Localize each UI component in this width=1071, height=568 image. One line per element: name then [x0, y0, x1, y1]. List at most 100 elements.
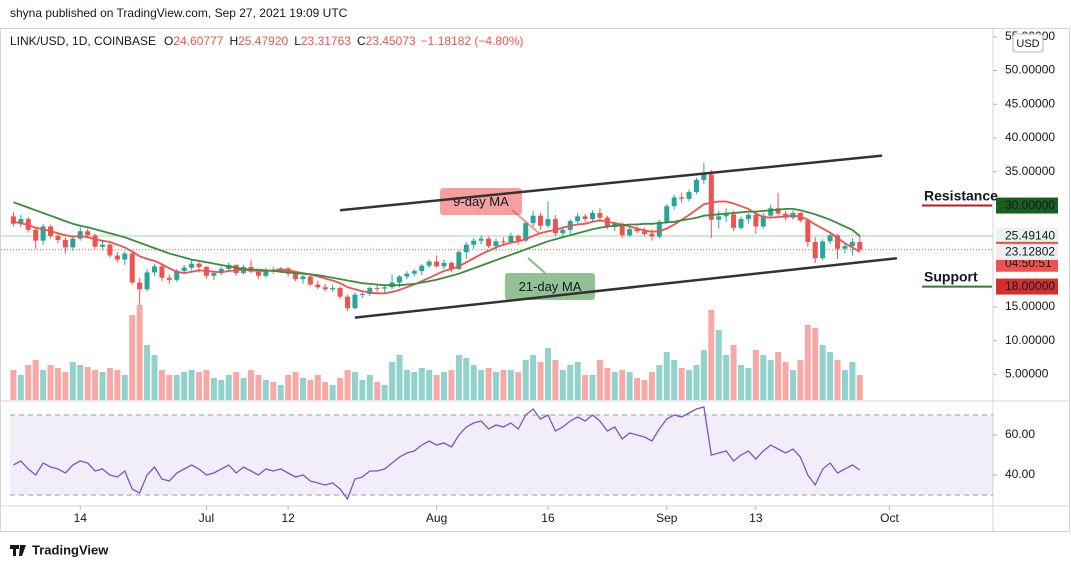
volume-bar [515, 372, 522, 400]
ma-line [13, 200, 861, 295]
candle-body [738, 219, 744, 228]
volume-bar [752, 350, 759, 400]
volume-bar [827, 352, 834, 400]
candle-body [159, 266, 165, 278]
y-tick-label: 5.00000 [1005, 367, 1049, 381]
rsi-tick-label: 60.00 [1005, 427, 1035, 441]
candle-body [812, 242, 818, 259]
volume-bar [574, 362, 581, 400]
x-tick-label: 16 [541, 511, 555, 525]
candle-body [686, 192, 692, 199]
volume-bar [359, 380, 366, 400]
volume-bar [381, 385, 388, 400]
volume-bar [77, 365, 84, 400]
ohlc-label: H [229, 34, 238, 48]
volume-bar [62, 372, 69, 400]
volume-bar [136, 305, 143, 400]
candle-body [731, 214, 737, 228]
frame [0, 28, 1070, 532]
volume-bar [307, 380, 314, 400]
volume-bar [285, 375, 292, 400]
candle-body [166, 277, 172, 280]
volume-bar [804, 325, 811, 400]
volume-bar [144, 345, 151, 400]
volume-bar [834, 360, 841, 400]
volume-bar [389, 362, 396, 400]
volume-bar [671, 360, 678, 400]
volume-bar [396, 355, 403, 400]
x-tick-label: Jul [199, 511, 214, 525]
volume-bar [240, 378, 247, 400]
volume-bar [678, 368, 685, 400]
y-tick-label: 15.00000 [1005, 299, 1055, 313]
candle-body [137, 282, 143, 290]
volume-bar [760, 355, 767, 400]
volume-bar [277, 385, 284, 400]
candle-body [10, 216, 16, 224]
price-label: 18.00000 [1005, 279, 1055, 293]
candle-body [827, 235, 833, 242]
volume-bar [411, 372, 418, 400]
candle-body [849, 242, 855, 247]
volume-bar [262, 380, 269, 400]
candle-body [367, 287, 373, 294]
candle-body [693, 179, 699, 193]
candle-body [434, 261, 440, 267]
candle-body [40, 226, 46, 241]
footer-brand: TradingView [32, 542, 109, 557]
volume-bar [233, 372, 240, 400]
volume-bar [106, 368, 113, 400]
volume-bar [210, 378, 217, 400]
x-tick-label: Sep [656, 511, 678, 525]
volume-bar [292, 372, 299, 400]
candle-body [441, 262, 447, 267]
volume-bar [54, 368, 61, 400]
y-tick-label: 35.00000 [1005, 164, 1055, 178]
candle-body [723, 214, 729, 217]
candle-body [263, 269, 269, 276]
volume-bar [797, 360, 804, 400]
ma-callout-pointer [527, 257, 546, 274]
volume-bar [218, 380, 225, 400]
candle-body [77, 231, 83, 239]
candle-body [419, 265, 425, 272]
volume-bar [270, 382, 277, 400]
candle-body [597, 212, 603, 218]
candle-body [478, 238, 484, 241]
candle-body [174, 271, 180, 280]
volume-bar [500, 370, 507, 400]
volume-bar [648, 372, 655, 400]
volume-bar [151, 355, 158, 400]
volume-bar [530, 355, 537, 400]
candle-body [515, 235, 521, 241]
volume-bar [203, 370, 210, 400]
volume-bar [366, 375, 373, 400]
price-label: 23.12802 [1005, 245, 1055, 259]
candle-body [382, 287, 388, 289]
volume-bar [99, 372, 106, 400]
volume-bar [344, 370, 351, 400]
candle-body [359, 293, 365, 295]
volume-bar [181, 372, 188, 400]
candle-body [337, 287, 343, 297]
logo-shape [13, 545, 16, 556]
currency-button[interactable] [1012, 33, 1044, 53]
candle-body [189, 263, 195, 268]
candle-body [552, 219, 558, 234]
currency-label[interactable]: USD [1016, 38, 1039, 50]
volume-bar [196, 372, 203, 400]
volume-bar [567, 365, 574, 400]
volume-bar [158, 370, 165, 400]
volume-bar [299, 378, 306, 400]
candle-body [448, 262, 454, 270]
volume-bar [604, 368, 611, 400]
candle-body [255, 271, 261, 276]
ma-callout-label: 21-day MA [519, 279, 582, 294]
candle-body [322, 287, 328, 290]
candle-body [345, 296, 351, 309]
rsi-line [13, 406, 861, 501]
rsi-tick-label: 40.00 [1005, 467, 1035, 481]
symbol-legend: LINK/USD, 1D, COINBASE O24.60777 H25.47920… [10, 34, 523, 48]
